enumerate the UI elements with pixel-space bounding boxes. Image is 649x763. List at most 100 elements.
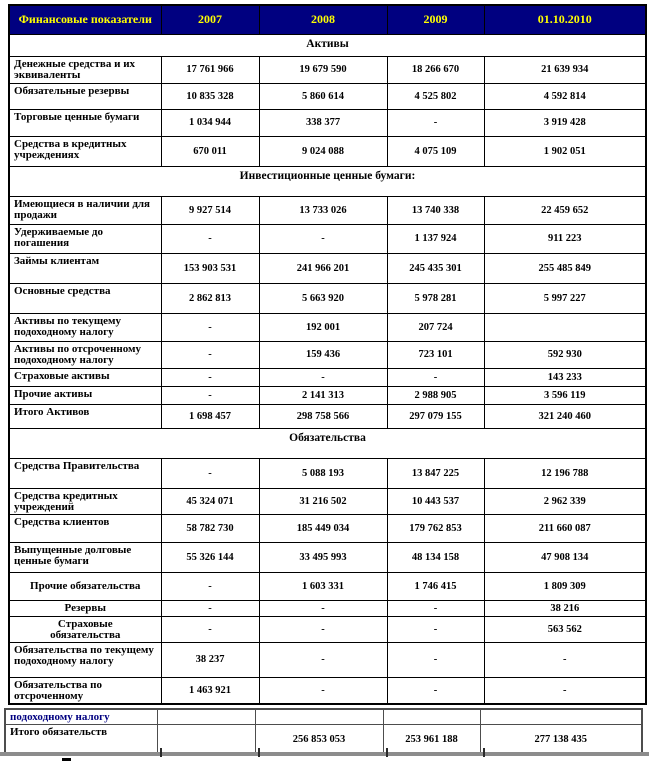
value-cell-2007: 58 782 730 <box>160 513 260 543</box>
table-row: Выпущенные долговые ценные бумаги 55 326 … <box>8 541 647 573</box>
row-label: Обязательства по текущему подоходному на… <box>8 641 162 678</box>
value-cell-01.10.2010: 12 196 788 <box>483 457 647 489</box>
value-cell-2009: 4 525 802 <box>386 82 485 110</box>
table-row: Основные средства 2 862 813 5 663 920 5 978… <box>8 282 647 314</box>
section-row: Обязательства <box>8 427 647 459</box>
value-cell-01.10.2010: 2 962 339 <box>483 487 647 515</box>
row-label: Денежные средства и их эквиваленты <box>8 55 162 84</box>
value-cell-2008: 159 436 <box>258 340 388 369</box>
table-row: Средства клиентов 58 782 730 185 449 034 17… <box>8 513 647 543</box>
value-cell-2009: 13 740 338 <box>386 195 485 225</box>
header-cell-year: 01.10.2010 <box>483 4 647 35</box>
value-cell-2008: 185 449 034 <box>258 513 388 543</box>
header-cell-indicators: Финансовые показатели <box>8 4 162 35</box>
value-cell-2009: 13 847 225 <box>386 457 485 489</box>
value-cell-2009: - <box>386 367 485 387</box>
row-label: Средства Правительства <box>8 457 162 489</box>
row-label: Обязательные резервы <box>8 82 162 110</box>
value-cell-2008: 256 853 053 <box>254 723 384 756</box>
value-cell-01.10.2010: 1 902 051 <box>483 135 647 167</box>
value-cell-2008: 5 663 920 <box>258 282 388 314</box>
table-row: Активы по текущему подоходному налогу -19… <box>8 312 647 342</box>
row-label: Средства клиентов <box>8 513 162 543</box>
table-row: Резервы - - -38 216 <box>8 599 647 617</box>
value-cell-2007: - <box>160 599 260 617</box>
value-cell-2008: 13 733 026 <box>258 195 388 225</box>
value-cell-2009: 179 762 853 <box>386 513 485 543</box>
value-cell-2007: - <box>160 340 260 369</box>
value-cell-01.10.2010: 143 233 <box>483 367 647 387</box>
table-row: Денежные средства и их эквиваленты 17 761… <box>8 55 647 84</box>
value-cell-2009: - <box>386 599 485 617</box>
value-cell-01.10.2010: 4 592 814 <box>483 82 647 110</box>
table-row: Обязательства по текущему подоходному на… <box>8 641 647 678</box>
value-cell-2009: 18 266 670 <box>386 55 485 84</box>
value-cell-01.10.2010: - <box>483 676 647 704</box>
value-cell-2009: 2 988 905 <box>386 385 485 405</box>
table-row: подоходному налогу <box>4 708 643 725</box>
value-cell-2009: 245 435 301 <box>386 252 485 284</box>
column-border-tick <box>160 748 162 757</box>
table-row: Итого обязательств 256 853 053 253 961 188… <box>4 723 643 756</box>
value-cell-2007: - <box>160 367 260 387</box>
value-cell-2009: 4 075 109 <box>386 135 485 167</box>
value-cell-2007: 2 862 813 <box>160 282 260 314</box>
value-cell-2008: 5 088 193 <box>258 457 388 489</box>
value-cell-2007: 17 761 966 <box>160 55 260 84</box>
row-label: Итого обязательств <box>4 723 158 756</box>
header-cell-year: 2009 <box>386 4 485 35</box>
row-label: Резервы <box>8 599 162 617</box>
header-cell-year: 2008 <box>258 4 388 35</box>
row-label: Удерживаемые до погашения <box>8 223 162 254</box>
value-cell-01.10.2010: 38 216 <box>483 599 647 617</box>
row-label: Страховые активы <box>8 367 162 387</box>
table-row: Страховые обязательства - - -563 562 <box>8 615 647 643</box>
value-cell-2007: 45 324 071 <box>160 487 260 515</box>
value-cell-2007 <box>156 708 256 725</box>
row-label: Прочие обязательства <box>8 571 162 601</box>
column-border-tick <box>483 748 485 757</box>
row-label: Итого Активов <box>8 403 162 429</box>
value-cell-2008: 31 216 502 <box>258 487 388 515</box>
value-cell-2008: - <box>258 676 388 704</box>
table-row: Прочие активы -2 141 313 2 988 905 3 596 11… <box>8 385 647 405</box>
section-row: Активы <box>8 33 647 57</box>
value-cell-2009: 48 134 158 <box>386 541 485 573</box>
value-cell-01.10.2010: 5 997 227 <box>483 282 647 314</box>
value-cell-01.10.2010: 21 639 934 <box>483 55 647 84</box>
value-cell-2009: 723 101 <box>386 340 485 369</box>
value-cell-2009: 297 079 155 <box>386 403 485 429</box>
financial-statement-page: Финансовые показатели 2007 2008 2009 01.10.2… <box>0 4 649 763</box>
value-cell-01.10.2010: 47 908 134 <box>483 541 647 573</box>
value-cell-01.10.2010: 277 138 435 <box>479 723 643 756</box>
value-cell-2009: 1 746 415 <box>386 571 485 601</box>
header-cell-year: 2007 <box>160 4 260 35</box>
footnote-mark <box>62 758 71 761</box>
value-cell-2009 <box>382 708 481 725</box>
table-row: Итого Активов 1 698 457 298 758 566 297 079… <box>8 403 647 429</box>
value-cell-2009: 253 961 188 <box>382 723 481 756</box>
value-cell-2008: 2 141 313 <box>258 385 388 405</box>
page-break-line <box>0 752 649 756</box>
section-row: Инвестиционные ценные бумаги: <box>8 165 647 197</box>
value-cell-2008: 241 966 201 <box>258 252 388 284</box>
value-cell-2009: 207 724 <box>386 312 485 342</box>
value-cell-2009: 10 443 537 <box>386 487 485 515</box>
row-label: Активы по отсроченному подоходному налог… <box>8 340 162 369</box>
value-cell-01.10.2010: 3 919 428 <box>483 108 647 137</box>
table-row: Торговые ценные бумаги 1 034 944 338 377-3… <box>8 108 647 137</box>
table-row: Прочие обязательства -1 603 331 1 746 415 1… <box>8 571 647 601</box>
row-label: Торговые ценные бумаги <box>8 108 162 137</box>
column-border-tick <box>386 748 388 757</box>
value-cell-2008: - <box>258 367 388 387</box>
value-cell-2007: 1 698 457 <box>160 403 260 429</box>
value-cell-2008: - <box>258 223 388 254</box>
value-cell-2007: 670 011 <box>160 135 260 167</box>
value-cell-2007: - <box>160 571 260 601</box>
section-title: Активы <box>8 33 647 57</box>
value-cell-2008: 5 860 614 <box>258 82 388 110</box>
table-row: Средства Правительства -5 088 193 13 847 2… <box>8 457 647 489</box>
table-row: Имеющиеся в наличии для продажи 9 927 514… <box>8 195 647 225</box>
value-cell-2008: 338 377 <box>258 108 388 137</box>
value-cell-2007: - <box>160 615 260 643</box>
